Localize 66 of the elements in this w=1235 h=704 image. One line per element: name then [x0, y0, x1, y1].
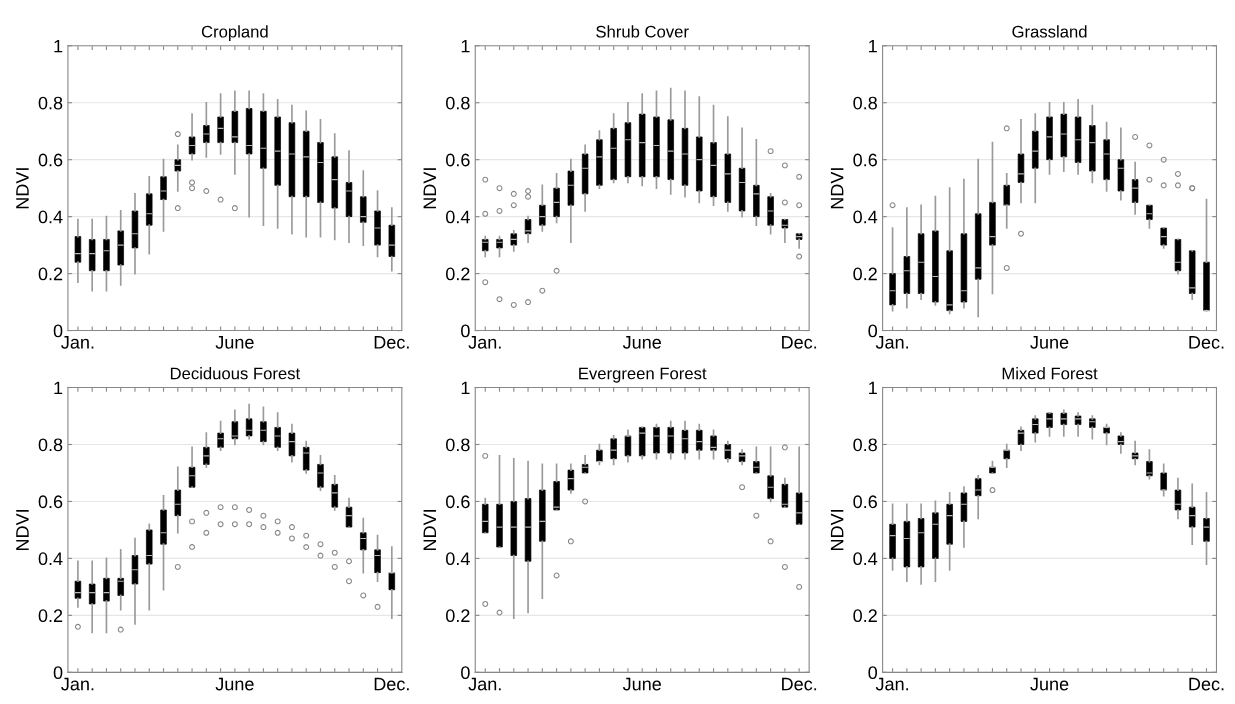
y-tick-label: 0.2 — [38, 267, 63, 281]
y-axis-title: NDVI — [16, 510, 29, 551]
x-tick-label: June — [622, 677, 661, 691]
y-tick-label: 0.2 — [446, 609, 470, 623]
y-axis-title: NDVI — [423, 168, 436, 209]
x-tick-label: Jan. — [875, 677, 908, 691]
y-tick-label: 0.6 — [853, 495, 877, 509]
y-tick-label: 1 — [461, 381, 470, 395]
y-tick-label: 0.8 — [446, 438, 470, 452]
y-tick-label: 0.8 — [38, 438, 63, 452]
y-tick-label: 0.6 — [853, 153, 877, 167]
y-axis-title: NDVI — [830, 510, 844, 551]
chart-title: Shrub Cover — [596, 25, 689, 38]
y-tick-label: 0 — [868, 666, 878, 680]
y-tick-label: 0 — [868, 324, 878, 338]
y-tick-label: 0.8 — [38, 96, 63, 110]
y-tick-label: 1 — [869, 381, 877, 395]
y-tick-label: 0.6 — [446, 153, 470, 167]
x-tick-label: Dec. — [374, 336, 409, 349]
x-tick-label: Jan. — [468, 677, 501, 691]
y-tick-label: 0.6 — [38, 495, 63, 509]
y-tick-label: 0.8 — [853, 96, 877, 110]
x-tick-label: Dec. — [782, 336, 817, 349]
y-tick-label: 0 — [53, 666, 63, 680]
y-tick-label: 1 — [869, 39, 877, 53]
y-tick-label: 1 — [54, 39, 63, 53]
x-tick-label: Dec. — [1189, 677, 1224, 691]
chart-title: Cropland — [201, 25, 268, 41]
y-tick-label: 0.2 — [853, 267, 877, 281]
y-tick-label: 0.4 — [853, 210, 878, 224]
y-tick-label: 0.2 — [38, 609, 63, 623]
y-tick-label: 0.4 — [38, 210, 63, 224]
y-tick-label: 0.8 — [446, 96, 470, 110]
chart-title: Evergreen Forest — [579, 367, 707, 383]
x-tick-label: Jan. — [468, 336, 501, 349]
x-tick-label: Jan. — [875, 336, 908, 349]
y-tick-label: 0 — [461, 324, 470, 338]
y-axis-title: NDVI — [16, 168, 29, 209]
y-tick-label: 0 — [461, 666, 470, 680]
y-tick-label: 0.4 — [446, 210, 470, 224]
x-tick-label: June — [215, 336, 254, 349]
y-tick-label: 1 — [54, 381, 63, 395]
x-tick-label: Dec. — [374, 677, 409, 691]
y-tick-label: 0.6 — [38, 153, 63, 167]
x-tick-label: June — [215, 677, 254, 691]
x-tick-label: June — [1030, 677, 1069, 691]
chart-title: Grassland — [1012, 25, 1087, 38]
y-tick-label: 1 — [461, 39, 470, 53]
x-tick-label: June — [1030, 336, 1069, 349]
y-tick-label: 0.8 — [853, 438, 877, 452]
x-tick-label: Dec. — [1189, 336, 1224, 349]
y-tick-label: 0.4 — [446, 552, 470, 566]
x-tick-label: Jan. — [61, 677, 94, 691]
y-tick-label: 0.4 — [38, 552, 63, 566]
y-axis-title: NDVI — [830, 168, 844, 209]
chart-title: Deciduous Forest — [170, 367, 301, 380]
y-tick-label: 0.2 — [853, 609, 877, 623]
chart-title: Mixed Forest — [1002, 367, 1098, 380]
x-tick-label: Jan. — [61, 336, 94, 349]
x-tick-label: Dec. — [782, 677, 817, 691]
y-tick-label: 0.6 — [446, 495, 470, 509]
y-axis-title: NDVI — [423, 510, 436, 551]
x-tick-label: June — [622, 336, 661, 349]
y-tick-label: 0.2 — [446, 267, 470, 281]
y-tick-label: 0.4 — [853, 552, 878, 566]
y-tick-label: 0 — [53, 324, 63, 338]
